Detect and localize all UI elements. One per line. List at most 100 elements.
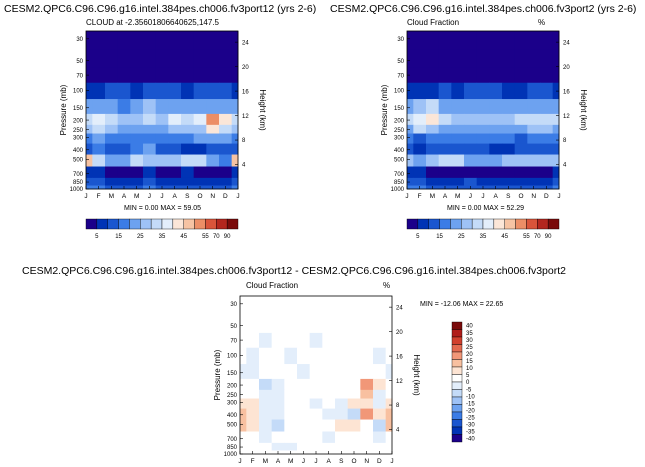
colorbar-label: 40 bbox=[466, 324, 473, 330]
heatmap-cell bbox=[155, 99, 169, 115]
heatmap-cell bbox=[155, 49, 169, 69]
heatmap-cell bbox=[246, 442, 260, 451]
heatmap-cell bbox=[552, 99, 560, 115]
colorbar-swatch bbox=[451, 336, 463, 345]
heatmap-cell bbox=[373, 347, 387, 365]
y2-tick-label: 16 bbox=[396, 354, 403, 360]
heatmap-cell bbox=[246, 431, 260, 444]
colorbar-swatch bbox=[451, 411, 463, 420]
heatmap-cell bbox=[284, 389, 298, 399]
heatmap-cell bbox=[527, 133, 541, 144]
heatmap-cell bbox=[451, 124, 465, 134]
heatmap-cell bbox=[130, 177, 144, 186]
heatmap-cell bbox=[117, 31, 131, 51]
heatmap-cell bbox=[181, 82, 195, 100]
heatmap-cell bbox=[514, 133, 528, 144]
heatmap-cell bbox=[540, 31, 554, 51]
heatmap-cell bbox=[322, 389, 336, 399]
heatmap-cell bbox=[155, 31, 169, 51]
heatmap-cell bbox=[360, 332, 374, 349]
heatmap-cell bbox=[514, 143, 528, 155]
y-tick-label: 300 bbox=[394, 136, 405, 142]
heatmap-cell bbox=[284, 347, 298, 365]
heatmap-cell bbox=[206, 49, 220, 69]
y2-tick-label: 8 bbox=[396, 403, 400, 409]
x-tick-label: O bbox=[351, 458, 356, 465]
heatmap-cell bbox=[373, 398, 387, 409]
heatmap-cell bbox=[271, 378, 285, 391]
y-tick-label: 1000 bbox=[70, 187, 84, 193]
heatmap-cell bbox=[426, 31, 440, 51]
heatmap-cell bbox=[514, 177, 528, 186]
heatmap-cell bbox=[271, 296, 285, 316]
heatmap-cell bbox=[240, 364, 247, 380]
heatmap-cell bbox=[246, 408, 260, 420]
heatmap-cell bbox=[271, 408, 285, 420]
y-tick-label: 150 bbox=[394, 106, 405, 112]
heatmap-cell bbox=[476, 82, 490, 100]
colorbar-swatch bbox=[194, 218, 206, 230]
heatmap-cell bbox=[297, 364, 311, 380]
heatmap-cell bbox=[502, 49, 516, 69]
heatmap-cell bbox=[373, 364, 387, 380]
heatmap-cell bbox=[92, 99, 106, 115]
colorbar-swatch bbox=[451, 344, 463, 353]
y-tick-label: 300 bbox=[73, 136, 84, 142]
heatmap-cell bbox=[259, 314, 273, 334]
heatmap-cell bbox=[193, 113, 207, 126]
heatmap-cell bbox=[373, 408, 387, 420]
heatmap-cell bbox=[540, 82, 554, 100]
left-chart: J F M A M J J A S O N D J305070100150200250300400500… bbox=[59, 30, 267, 240]
heatmap-cell bbox=[86, 31, 93, 51]
heatmap-cell bbox=[259, 378, 273, 391]
x-tick-label: F bbox=[418, 193, 422, 200]
heatmap-cell bbox=[426, 124, 440, 134]
colorbar-label: -35 bbox=[466, 430, 475, 436]
x-tick-label: F bbox=[251, 458, 255, 465]
heatmap-cell bbox=[297, 314, 311, 334]
heatmap-cell bbox=[373, 332, 387, 349]
heatmap-cell bbox=[502, 133, 516, 144]
y2-axis-label: Height (km) bbox=[412, 354, 421, 396]
heatmap-cell bbox=[219, 177, 233, 186]
heatmap-cell bbox=[143, 31, 157, 51]
heatmap-cell bbox=[240, 398, 247, 409]
heatmap-cell bbox=[193, 67, 207, 84]
heatmap-cell bbox=[438, 154, 452, 167]
y2-tick-label: 16 bbox=[563, 89, 570, 95]
heatmap-cell bbox=[240, 419, 247, 432]
heatmap-cell bbox=[130, 99, 144, 115]
heatmap-cell bbox=[527, 143, 541, 155]
heatmap-cell bbox=[464, 67, 478, 84]
heatmap-cell bbox=[476, 177, 490, 186]
x-tick-label: O bbox=[518, 193, 523, 200]
heatmap-cell bbox=[413, 31, 427, 51]
heatmap-cell bbox=[407, 82, 414, 100]
heatmap-cell bbox=[335, 419, 349, 432]
colorbar-label: 10 bbox=[466, 366, 473, 372]
heatmap-cell bbox=[407, 124, 414, 134]
heatmap-cell bbox=[105, 99, 119, 115]
y-tick-label: 250 bbox=[227, 393, 238, 399]
heatmap-cell bbox=[231, 166, 239, 179]
left-plot-title: CLOUD at -2.35601806640625,147.5 bbox=[86, 18, 219, 27]
x-tick-label: J bbox=[469, 193, 472, 200]
heatmap-cell bbox=[514, 49, 528, 69]
heatmap-cell bbox=[309, 332, 323, 349]
heatmap-cell bbox=[438, 166, 452, 179]
x-tick-label: J bbox=[405, 193, 408, 200]
y-tick-label: 250 bbox=[394, 128, 405, 134]
heatmap-cell bbox=[86, 154, 93, 167]
heatmap-cell bbox=[476, 113, 490, 126]
heatmap-cell bbox=[130, 113, 144, 126]
heatmap-cell bbox=[385, 314, 393, 334]
heatmap-cell bbox=[347, 347, 361, 365]
heatmap-cell bbox=[181, 124, 195, 134]
y-tick-label: 50 bbox=[76, 59, 83, 65]
heatmap-cell bbox=[105, 113, 119, 126]
heatmap-cell bbox=[309, 389, 323, 399]
heatmap-cell bbox=[385, 332, 393, 349]
heatmap-cell bbox=[322, 347, 336, 365]
heatmap-cell bbox=[502, 113, 516, 126]
heatmap-cell bbox=[464, 133, 478, 144]
